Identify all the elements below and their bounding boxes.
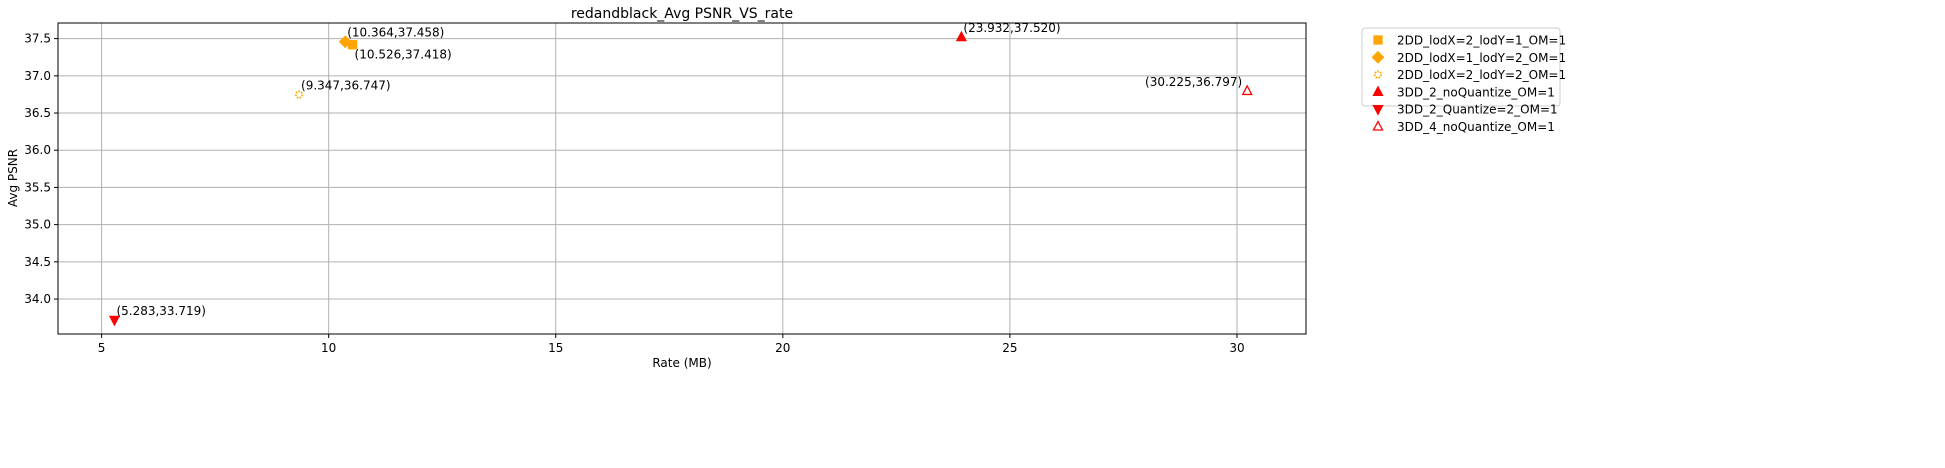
legend-marker — [1373, 35, 1383, 45]
legend-marker — [1373, 70, 1383, 79]
legend-label: 3DD_2_noQuantize_OM=1 — [1397, 85, 1555, 99]
data-label: (30.225,36.797) — [1145, 75, 1242, 89]
point-labels: (10.526,37.418) (10.364,37.458) (9.347,36.… — [116, 21, 1242, 318]
legend-label: 3DD_4_noQuantize_OM=1 — [1397, 120, 1555, 134]
y-tick-label: 37.0 — [24, 69, 51, 83]
chart-title: redandblack_Avg PSNR_VS_rate — [571, 6, 793, 22]
data-label: (9.347,36.747) — [301, 79, 391, 93]
legend-label: 2DD_lodX=1_lodY=2_OM=1 — [1397, 51, 1566, 65]
data-point — [1241, 84, 1253, 96]
x-tick-label: 15 — [548, 341, 563, 355]
y-axis-label: Avg PSNR — [6, 149, 20, 207]
legend-frame — [1361, 27, 1561, 107]
y-tick-label: 35.0 — [24, 218, 51, 232]
data-label: (5.283,33.719) — [116, 304, 206, 318]
y-tick-label: 37.5 — [24, 32, 51, 46]
grid-lines — [58, 23, 1306, 334]
axis-ticks: 5 10 15 20 25 30 34.0 34.5 35.0 35.5 36.0 36.5 37.0 3… — [24, 32, 1244, 355]
data-point — [108, 315, 121, 327]
legend-label: 2DD_lodX=2_lodY=1_OM=1 — [1397, 34, 1566, 48]
x-tick-label: 25 — [1002, 341, 1017, 355]
data-label: (10.364,37.458) — [347, 26, 444, 40]
x-tick-label: 5 — [98, 341, 106, 355]
legend-label: 3DD_2_Quantize=2_OM=1 — [1397, 103, 1558, 117]
legend-marker — [1372, 120, 1384, 131]
legend-label: 2DD_lodX=2_lodY=2_OM=1 — [1397, 68, 1566, 82]
y-tick-label: 34.5 — [24, 255, 51, 269]
data-point — [955, 30, 967, 42]
x-axis-label: Rate (MB) — [652, 356, 711, 370]
data-label: (10.526,37.418) — [355, 48, 452, 62]
legend-marker — [1372, 105, 1384, 116]
legend: 2DD_lodX=2_lodY=1_OM=1 2DD_lodX=1_lodY=2_… — [1361, 27, 1566, 134]
x-tick-label: 10 — [321, 341, 336, 355]
y-tick-label: 34.0 — [24, 292, 51, 306]
x-tick-label: 20 — [775, 341, 790, 355]
data-point — [294, 90, 304, 99]
data-points — [108, 30, 1253, 327]
x-tick-label: 30 — [1229, 341, 1244, 355]
y-tick-label: 36.0 — [24, 143, 51, 157]
legend-marker — [1371, 50, 1385, 64]
data-point — [338, 35, 352, 49]
legend-marker — [1372, 85, 1384, 97]
y-tick-label: 35.5 — [24, 180, 51, 194]
y-tick-label: 36.5 — [24, 106, 51, 120]
plot-frame — [57, 22, 1307, 335]
data-label: (23.932,37.520) — [963, 21, 1060, 35]
